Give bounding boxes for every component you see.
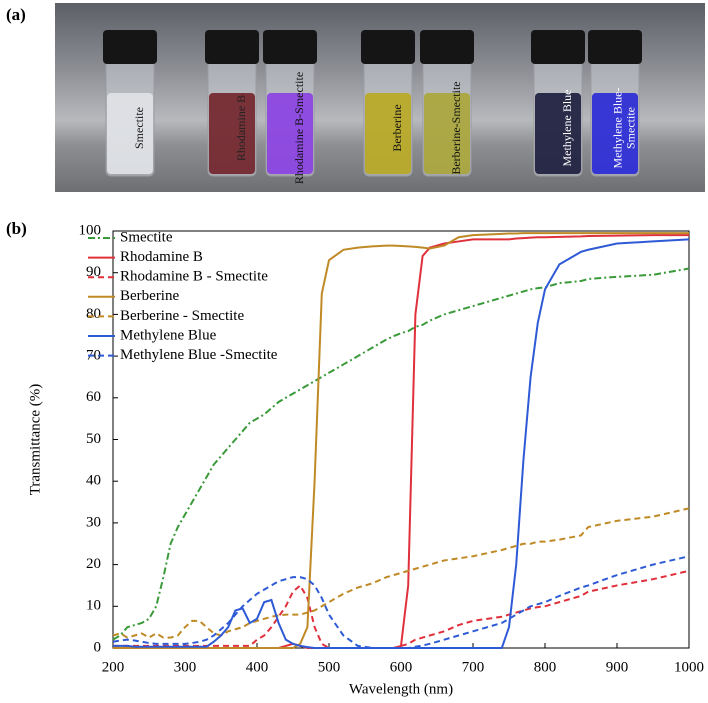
series-line — [113, 238, 690, 649]
vial-label: Methylene Blue — [560, 90, 574, 167]
series-line — [112, 507, 690, 639]
y-tick-label: 20 — [86, 556, 101, 572]
vial-cap — [531, 30, 585, 64]
panel-label: (b) — [6, 219, 27, 238]
x-tick-label: 900 — [606, 659, 629, 675]
vial-cap — [361, 30, 415, 64]
vial-label: Berberine-Smectite — [449, 81, 463, 174]
vial-label: Rhodamine B — [234, 95, 248, 161]
x-tick-label: 400 — [246, 659, 269, 675]
y-axis-label: Transmittance (%) — [27, 384, 43, 496]
vial-liquid — [365, 93, 411, 174]
vial-cap — [205, 30, 259, 64]
x-tick-label: 800 — [534, 659, 557, 675]
y-tick-label: 90 — [86, 264, 101, 280]
vial-liquid — [209, 93, 255, 174]
legend-label: Rhodamine B — [120, 249, 203, 265]
vial-label: Smectite — [132, 107, 146, 149]
series-line — [113, 569, 690, 649]
vial-cap — [588, 30, 642, 64]
series-line — [113, 232, 689, 649]
series-line — [112, 267, 690, 641]
x-tick-label: 200 — [102, 659, 125, 675]
vial-label: Smectite — [623, 107, 637, 149]
legend-label: Berberine - Smectite — [120, 308, 244, 324]
vial-label: Methylene Blue- — [610, 88, 624, 169]
series-line — [113, 234, 689, 649]
y-tick-label: 0 — [94, 639, 102, 655]
vial-liquid — [535, 93, 581, 174]
x-axis-label: Wavelength (nm) — [349, 681, 453, 697]
series-line — [112, 555, 690, 649]
y-tick-label: 80 — [86, 306, 101, 322]
vial-liquid — [592, 93, 638, 174]
x-tick-label: 700 — [462, 659, 485, 675]
plot-frame — [112, 230, 690, 649]
x-tick-label: 1000 — [674, 659, 704, 675]
vial-label: Rhodamine B-Smectite — [292, 72, 306, 184]
y-tick-label: 50 — [86, 431, 101, 447]
legend-label: Methylene Blue -Smectite — [120, 347, 278, 363]
x-tick-label: 500 — [318, 659, 341, 675]
x-tick-label: 300 — [174, 659, 197, 675]
legend-label: Rhodamine B - Smectite — [120, 269, 268, 285]
x-tick-label: 600 — [390, 659, 413, 675]
legend-label: Methylene Blue — [120, 327, 217, 343]
y-tick-label: 100 — [79, 222, 102, 238]
y-tick-label: 60 — [86, 389, 101, 405]
y-tick-label: 10 — [86, 598, 101, 614]
vial-cap — [420, 30, 474, 64]
y-tick-label: 40 — [86, 473, 101, 489]
legend-label: Smectite — [120, 229, 173, 245]
vial-liquid — [424, 93, 470, 174]
y-tick-label: 30 — [86, 514, 101, 530]
vial-cap — [103, 30, 157, 64]
panel-label: (a) — [6, 5, 26, 24]
vial-liquid — [267, 93, 313, 174]
legend-label: Berberine — [120, 288, 179, 304]
vial-cap — [263, 30, 317, 64]
vial-label: Berberine — [390, 104, 404, 151]
photo: Smectite Rhodamine B Rhodamine B-Smectite B… — [103, 30, 642, 184]
vial-liquid — [107, 93, 153, 174]
